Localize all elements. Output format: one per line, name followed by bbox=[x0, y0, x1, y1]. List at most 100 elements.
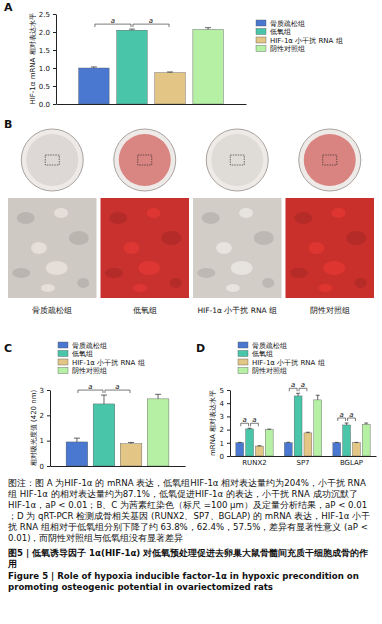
bar bbox=[120, 444, 142, 466]
legend-label: 骨质疏松组 bbox=[72, 342, 107, 350]
bar bbox=[333, 443, 341, 456]
y-tick-label: 0 bbox=[220, 453, 224, 461]
x-axis-line bbox=[57, 104, 247, 105]
stain-texture bbox=[308, 242, 324, 254]
culture-dish-well bbox=[211, 134, 263, 186]
y-tick-group: 0.5 bbox=[39, 83, 56, 91]
caption-line: HIF-1α，aP < 0.01；B、C 为茜素红染色（标尺 =100 μm）及… bbox=[8, 500, 367, 510]
error-bar bbox=[205, 28, 211, 30]
y-tick-group: 2.0 bbox=[39, 29, 56, 37]
plot-area bbox=[236, 393, 370, 456]
y-axis-title: HIF-1α mRNA 相对表达水平 bbox=[29, 13, 37, 104]
error-bar bbox=[335, 442, 339, 443]
x-tick-group: RUNX2 bbox=[242, 459, 266, 467]
stain-images: 骨质疏松组低氧组HIF-1α 小干扰 RNA 组阴性对照组 bbox=[8, 129, 374, 315]
y-axis: 0.00.51.01.52.02.5 bbox=[39, 11, 57, 109]
image-label: 阴性对照组 bbox=[310, 306, 350, 315]
error-bar bbox=[167, 71, 173, 73]
bar bbox=[265, 430, 273, 456]
legend-label: 骨质疏松组 bbox=[270, 20, 305, 28]
y-tick bbox=[227, 416, 230, 417]
y-tick-group: 0.0 bbox=[39, 101, 56, 109]
bar-chart-panel: 012345RUNX2SP7BGLAPmRNA 相对表达水平骨质疏松组低氧组HI… bbox=[209, 342, 377, 467]
y-tick bbox=[47, 466, 50, 467]
stain-texture bbox=[41, 284, 55, 292]
legend-label: 低氧组 bbox=[270, 28, 291, 36]
stain-texture bbox=[239, 208, 253, 218]
legend-label: 阴性对照组 bbox=[72, 367, 107, 375]
y-tick bbox=[47, 441, 50, 442]
y-tick-group: 4 bbox=[220, 400, 230, 408]
y-tick-group: 1.5 bbox=[39, 47, 56, 55]
error-bar bbox=[257, 445, 261, 446]
stain-texture bbox=[318, 284, 332, 292]
bar bbox=[284, 443, 292, 456]
y-axis-line bbox=[230, 391, 231, 457]
stain-texture bbox=[323, 261, 345, 275]
y-tick-label: 0 bbox=[40, 463, 44, 471]
legend-swatch bbox=[256, 29, 266, 35]
y-tick-group: 1 bbox=[40, 437, 50, 445]
stain-texture bbox=[332, 208, 346, 218]
significance-label: a bbox=[349, 411, 353, 419]
bar bbox=[255, 446, 263, 456]
legend: 骨质疏松组低氧组HIF-1α 小干扰 RNA 组阴性对照组 bbox=[238, 342, 325, 376]
stain-texture bbox=[147, 208, 161, 218]
bar-chart-panel: 0.00.51.01.52.02.5HIF-1α mRNA 相对表达水平骨质疏松… bbox=[29, 11, 343, 109]
stain-texture bbox=[17, 212, 35, 224]
bar bbox=[304, 433, 312, 456]
stain-texture bbox=[254, 231, 274, 245]
stain-texture bbox=[133, 284, 147, 292]
figure: 0.00.51.01.52.02.5HIF-1α mRNA 相对表达水平骨质疏松… bbox=[0, 0, 382, 624]
y-tick-label: 3 bbox=[40, 387, 44, 395]
bar bbox=[117, 30, 147, 104]
stain-micrograph bbox=[101, 198, 190, 298]
y-tick-group: 2 bbox=[40, 412, 50, 420]
bar bbox=[155, 73, 185, 104]
stain-texture bbox=[161, 231, 181, 245]
stain-micrograph bbox=[286, 198, 375, 298]
legend-swatch bbox=[238, 342, 248, 348]
legend-label: HIF-1α 小干扰 RNA 组 bbox=[72, 359, 145, 367]
culture-dish bbox=[21, 129, 83, 191]
y-tick-label: 5 bbox=[220, 387, 224, 395]
zoom-region bbox=[230, 155, 244, 165]
x-axis: RUNX2SP7BGLAP bbox=[231, 457, 377, 467]
error-bar bbox=[91, 67, 97, 68]
y-axis-line bbox=[56, 15, 57, 105]
error-bar bbox=[128, 442, 134, 443]
culture-dish-well bbox=[26, 134, 78, 186]
error-bar bbox=[316, 395, 320, 400]
figure-title-line: 用 bbox=[7, 559, 17, 569]
stain-texture bbox=[138, 261, 160, 275]
legend-label: 阴性对照组 bbox=[252, 367, 287, 375]
zoom-region bbox=[45, 155, 59, 165]
caption-line: ；D 为 qRT-PCR 检测成骨相关基因 (RUNX2、SP7、BGLAP) … bbox=[8, 511, 370, 521]
caption: 图注：图 A 为HIF-1α 的 mRNA 表达，低氧组HIF-1α 相对表达量… bbox=[7, 478, 371, 543]
legend-swatch bbox=[238, 359, 248, 365]
stain-texture bbox=[77, 278, 89, 288]
legend-label: HIF-1α 小干扰 RNA 组 bbox=[270, 37, 343, 45]
legend-label: 骨质疏松组 bbox=[252, 342, 287, 350]
stain-texture bbox=[216, 242, 232, 254]
legend-swatch bbox=[256, 46, 266, 52]
significance-group: aa bbox=[95, 17, 169, 28]
bar bbox=[294, 396, 302, 456]
y-tick bbox=[53, 14, 56, 15]
legend-label: 低氧组 bbox=[72, 350, 93, 358]
stain-texture bbox=[197, 268, 215, 278]
error-bar bbox=[129, 29, 135, 30]
significance-group: aaaaaa bbox=[241, 381, 356, 426]
y-tick-label: 1.5 bbox=[39, 47, 50, 55]
legend-swatch bbox=[58, 368, 68, 374]
y-tick bbox=[227, 443, 230, 444]
error-bar bbox=[74, 438, 80, 442]
image-label: HIF-1α 小干扰 RNA 组 bbox=[197, 306, 277, 315]
y-tick-label: 2.0 bbox=[39, 29, 50, 37]
x-tick-label: SP7 bbox=[296, 459, 309, 467]
legend-swatch bbox=[238, 368, 248, 374]
stain-texture bbox=[54, 208, 68, 218]
y-tick-group: 3 bbox=[220, 413, 230, 421]
significance-label: a bbox=[243, 416, 247, 424]
stain-texture bbox=[346, 231, 366, 245]
